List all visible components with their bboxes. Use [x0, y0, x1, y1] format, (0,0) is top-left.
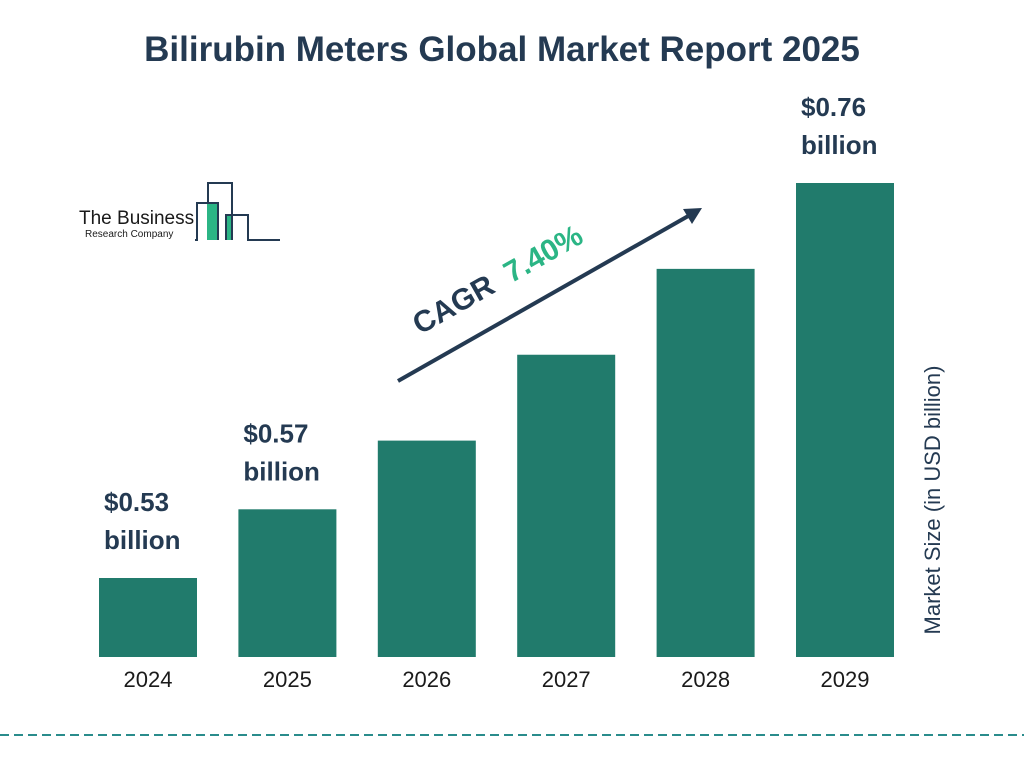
logo-text-line1: The Business	[79, 208, 194, 229]
cagr-arrow	[397, 213, 691, 383]
bar-2028	[656, 268, 755, 657]
data-label: $0.57	[243, 418, 308, 448]
bar-2027	[517, 354, 616, 657]
bar-2029	[796, 183, 894, 657]
logo: The Business Research Company	[79, 182, 280, 241]
logo-text-line2: Research Company	[85, 229, 173, 240]
y-axis-label: Market Size (in USD billion)	[920, 366, 945, 635]
chart-title: Bilirubin Meters Global Market Report 20…	[144, 30, 860, 69]
x-tick-label: 2024	[124, 667, 173, 692]
data-label: $0.53	[104, 487, 169, 517]
x-tick-label: 2028	[681, 667, 730, 692]
data-label: billion	[243, 456, 320, 486]
cagr-arrowhead	[683, 208, 702, 224]
bar-2024	[99, 578, 197, 657]
logo-bar-1	[207, 203, 218, 240]
logo-building-2	[207, 182, 233, 240]
logo-building-1	[195, 202, 219, 241]
data-label: billion	[104, 525, 181, 555]
data-label: $0.76	[801, 92, 866, 122]
logo-building-3	[225, 214, 280, 241]
x-tick-label: 2027	[542, 667, 591, 692]
bar-2025	[238, 509, 337, 657]
x-tick-label: 2025	[263, 667, 312, 692]
data-label: billion	[801, 130, 878, 160]
logo-bar-2	[227, 215, 232, 240]
x-tick-label: 2026	[402, 667, 451, 692]
x-tick-label: 2029	[821, 667, 870, 692]
bar-2026	[377, 440, 476, 657]
